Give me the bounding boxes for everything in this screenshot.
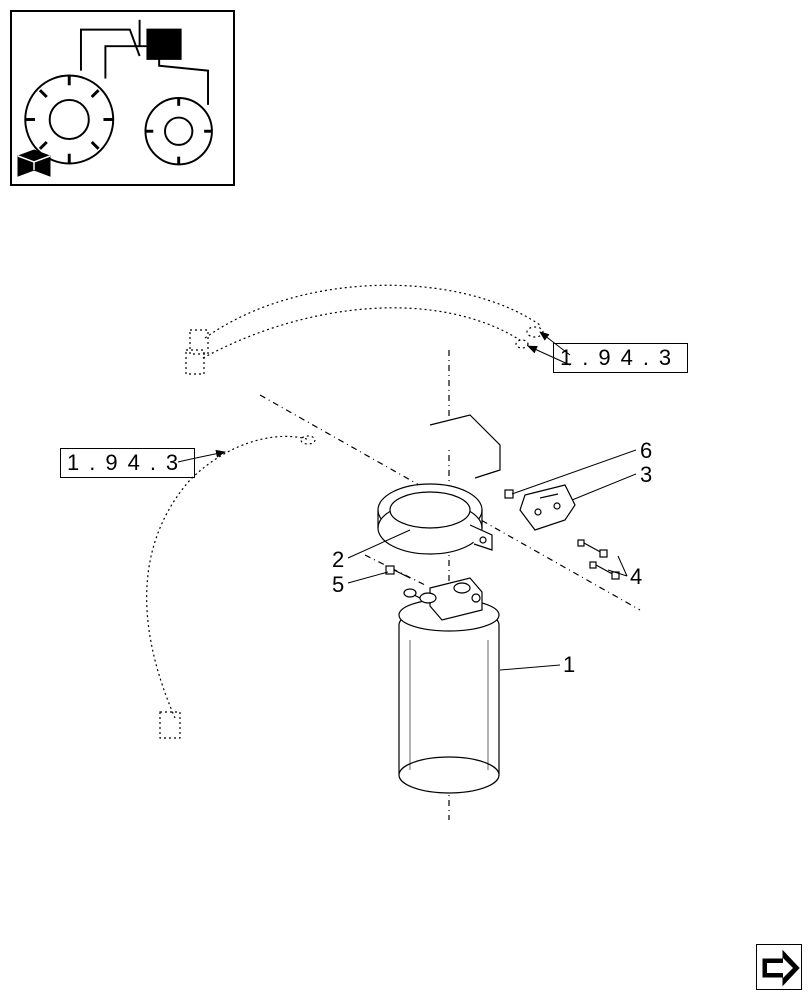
part-screw-5 — [386, 566, 410, 578]
callout-2: 2 — [332, 547, 344, 573]
callout-5: 5 — [332, 572, 344, 598]
callout-1: 1 — [563, 652, 575, 678]
callout-4: 4 — [630, 564, 642, 590]
callout-6: 6 — [640, 438, 652, 464]
next-page-tab[interactable] — [756, 944, 802, 990]
part-drier — [399, 578, 499, 793]
ref-label-right: 1.94.3 — [553, 343, 688, 373]
exploded-view-diagram — [0, 0, 812, 1000]
callout-3: 3 — [640, 462, 652, 488]
part-clamp — [378, 415, 500, 554]
part-nut-6 — [505, 490, 513, 498]
arrow-right-icon — [757, 945, 803, 991]
part-bracket-plate — [520, 485, 575, 530]
part-bolts-4 — [578, 540, 619, 579]
ref-label-left: 1.94.3 — [60, 448, 195, 478]
